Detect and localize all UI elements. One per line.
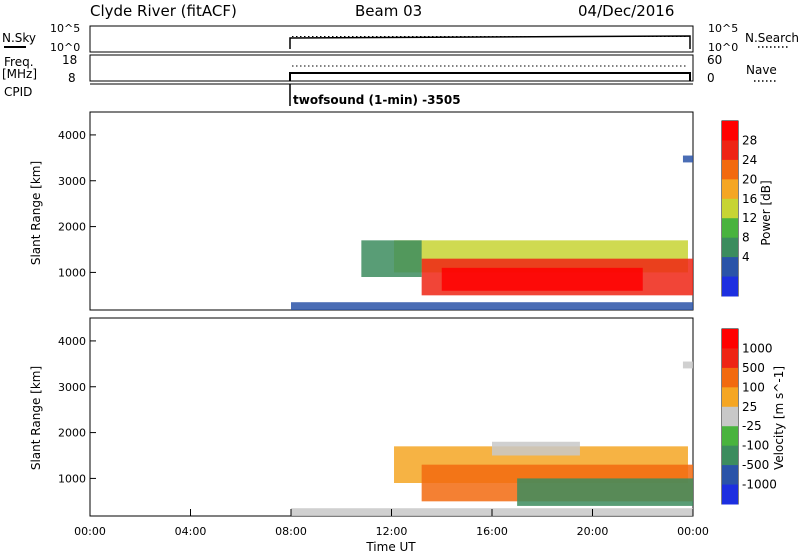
colorbar-cell (722, 121, 738, 141)
colorbar-cell (722, 348, 738, 369)
colorbar-tick-label: 1000 (742, 341, 773, 355)
velocity-colorbar: 1000 500 100 25 -25 -100 -500 -1000 Velocity [m… (721, 328, 786, 505)
freq-right-tick-bottom: 0 (707, 71, 715, 85)
colorbar-cell (722, 465, 738, 486)
velocity-panel: Slant Range [km] 4000 3000 2000 1000 1000 50… (29, 317, 786, 554)
x-tick-label: 04:00 (175, 525, 207, 538)
y-tick-label: 1000 (58, 472, 86, 485)
colorbar-cell (722, 276, 738, 297)
y-tick-label: 3000 (58, 381, 86, 394)
freq-trace (289, 72, 691, 81)
colorbar-tick-label: 8 (742, 231, 750, 245)
cpid-label: CPID (4, 85, 32, 99)
power-colorbar-ticks: 28 24 20 16 12 8 4 (742, 133, 757, 264)
power-data-layer (291, 155, 693, 310)
cpid-program: twofsound (1-min) -3505 (293, 93, 461, 107)
colorbar-tick-label: -25 (742, 419, 762, 433)
colorbar-cell (722, 445, 738, 466)
nsky-left-tick-bottom: 10^0 (50, 41, 80, 54)
colorbar-tick-label: 100 (742, 380, 765, 394)
colorbar-tick-label: 16 (742, 192, 757, 206)
colorbar-cell (722, 159, 738, 180)
velocity-colorbar-label: Velocity [m s^-1] (772, 366, 786, 470)
freq-right-tick-top: 60 (707, 53, 722, 67)
y-tick-label: 4000 (58, 335, 86, 348)
colorbar-cell (722, 329, 738, 349)
data-region (361, 240, 422, 277)
velocity-colorbar-cells (722, 329, 738, 505)
y-tick-label: 1000 (58, 266, 86, 279)
colorbar-tick-label: -500 (742, 458, 769, 472)
data-region (682, 361, 693, 369)
velocity-ylabel: Slant Range [km] (29, 366, 43, 470)
power-colorbar: 28 24 20 16 12 8 4 Power [dB] (721, 120, 773, 297)
power-colorbar-cells (722, 121, 738, 297)
y-tick-label: 2000 (58, 221, 86, 234)
data-region (441, 267, 643, 291)
data-region (291, 302, 693, 310)
nsky-left-tick-top: 10^5 (50, 22, 80, 35)
data-region (492, 441, 580, 456)
data-region (517, 478, 693, 506)
x-tick-label: 08:00 (275, 525, 307, 538)
colorbar-cell (722, 406, 738, 427)
time-axis-label: Time UT (365, 540, 416, 554)
nsky-label: N.Sky (2, 31, 36, 45)
nsky-panel: N.Sky 10^5 10^0 10^5 10^0 N.Search (2, 22, 799, 54)
power-panel: Slant Range [km] 4000 3000 2000 1000 28 24 20… (29, 111, 773, 311)
colorbar-cell (722, 218, 738, 239)
nsky-trace (289, 35, 691, 49)
cpid-panel: CPID twofsound (1-min) -3505 (4, 83, 693, 107)
freq-left-tick-top: 18 (62, 53, 77, 67)
colorbar-tick-label: 20 (742, 172, 757, 186)
date-title: 04/Dec/2016 (578, 2, 674, 20)
colorbar-tick-label: -1000 (742, 478, 777, 492)
colorbar-cell (722, 426, 738, 447)
site-title: Clyde River (fitACF) (90, 2, 237, 20)
power-yaxis: 4000 3000 2000 1000 (58, 129, 96, 279)
power-ylabel: Slant Range [km] (29, 161, 43, 265)
nsky-frame (89, 25, 694, 53)
beam-title: Beam 03 (355, 2, 422, 20)
colorbar-tick-label: 4 (742, 250, 750, 264)
y-tick-label: 3000 (58, 175, 86, 188)
nsky-right-tick-bottom: 10^0 (708, 41, 738, 54)
colorbar-tick-label: 12 (742, 211, 757, 225)
y-tick-label: 4000 (58, 129, 86, 142)
colorbar-cell (722, 140, 738, 161)
x-tick-label: 00:00 (677, 525, 709, 538)
colorbar-cell (722, 179, 738, 200)
x-tick-label: 12:00 (376, 525, 408, 538)
colorbar-cell (722, 237, 738, 258)
freq-unit: [MHz] (2, 67, 37, 81)
colorbar-cell (722, 198, 738, 219)
data-region (682, 155, 693, 163)
y-tick-label: 2000 (58, 427, 86, 440)
freq-panel: Freq. [MHz] 18 8 60 0 Nave (2, 53, 777, 85)
time-axis: 00:00 04:00 08:00 12:00 16:00 20:00 00:00 (74, 509, 709, 538)
colorbar-tick-label: 28 (742, 133, 757, 147)
nsky-right-tick-top: 10^5 (708, 22, 738, 35)
velocity-yaxis: 4000 3000 2000 1000 (58, 335, 96, 485)
colorbar-tick-label: -100 (742, 439, 769, 453)
nsearch-label: N.Search (745, 31, 799, 45)
x-tick-label: 00:00 (74, 525, 106, 538)
colorbar-tick-label: 24 (742, 153, 757, 167)
nave-label: Nave (746, 63, 777, 77)
colorbar-cell (722, 387, 738, 408)
x-tick-label: 16:00 (476, 525, 508, 538)
colorbar-cell (722, 367, 738, 388)
velocity-colorbar-ticks: 1000 500 100 25 -25 -100 -500 -1000 (742, 341, 777, 491)
colorbar-cell (722, 484, 738, 505)
freq-left-tick-bottom: 8 (68, 71, 76, 85)
colorbar-cell (722, 257, 738, 278)
freq-frame (89, 54, 694, 82)
power-colorbar-label: Power [dB] (759, 180, 773, 245)
colorbar-tick-label: 25 (742, 400, 757, 414)
colorbar-tick-label: 500 (742, 361, 765, 375)
x-tick-label: 20:00 (577, 525, 609, 538)
freq-label: Freq. (4, 55, 34, 69)
